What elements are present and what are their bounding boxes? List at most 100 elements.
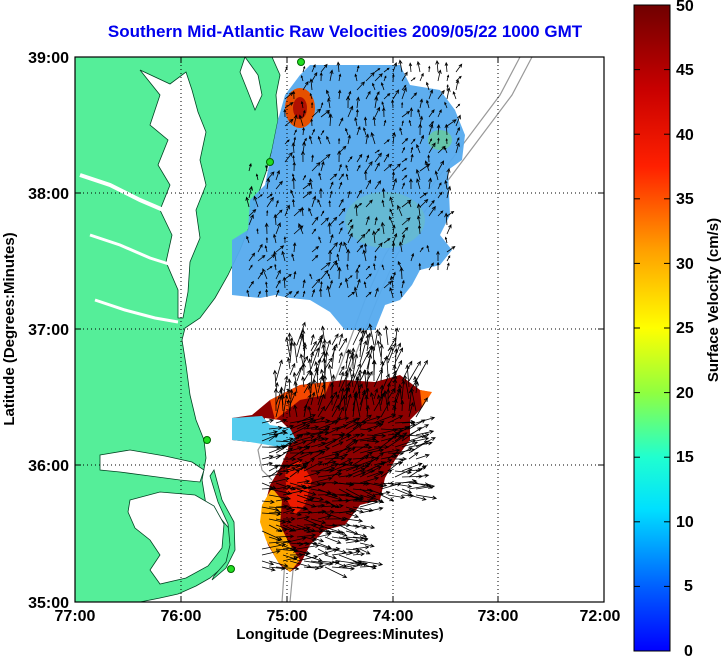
velocity-arrow xyxy=(435,59,440,73)
velocity-arrow xyxy=(371,359,377,382)
velocity-arrow xyxy=(392,163,401,172)
velocity-arrow xyxy=(365,291,372,298)
velocity-arrow xyxy=(266,196,274,208)
velocity-arrow xyxy=(408,419,426,430)
velocity-edge-west xyxy=(232,416,296,448)
velocity-arrow xyxy=(346,248,351,262)
velocity-arrow xyxy=(337,89,342,100)
velocity-arrow xyxy=(347,218,353,226)
velocity-arrow xyxy=(289,388,294,412)
velocity-arrow xyxy=(452,91,457,100)
velocity-arrow xyxy=(359,548,371,555)
velocity-arrow xyxy=(309,370,314,394)
velocity-arrow xyxy=(392,224,396,235)
velocity-arrow xyxy=(377,394,382,412)
velocity-arrow xyxy=(311,254,319,262)
velocity-arrow xyxy=(444,212,449,226)
velocity-arrow xyxy=(268,510,283,515)
velocity-arrow xyxy=(365,228,371,235)
velocity-arrow xyxy=(331,404,340,418)
velocity-arrow xyxy=(380,448,401,454)
velocity-arrow xyxy=(356,278,361,289)
velocity-arrow xyxy=(356,96,360,109)
velocity-arrow xyxy=(374,227,380,235)
velocity-arrow xyxy=(415,473,430,478)
velocity-arrow xyxy=(401,158,408,163)
velocity-arrow xyxy=(296,334,304,358)
velocity-arrow xyxy=(410,252,415,262)
velocity-arrow xyxy=(373,490,391,496)
velocity-arrow xyxy=(275,395,283,418)
velocity-arrow xyxy=(380,435,398,448)
velocity-arrow xyxy=(428,177,433,190)
velocity-arrow xyxy=(302,65,306,73)
velocity-arrow xyxy=(329,233,334,244)
velocity-arrow xyxy=(302,141,306,154)
velocity-arrow xyxy=(359,389,367,412)
velocity-arrow xyxy=(275,180,283,190)
velocity-arrow xyxy=(399,290,403,298)
velocity-arrow xyxy=(415,168,421,181)
velocity-arrow xyxy=(328,200,331,208)
velocity-arrow xyxy=(303,482,327,490)
velocity-arrow xyxy=(354,73,358,82)
velocity-arrow xyxy=(373,420,385,430)
velocity-arrow xyxy=(324,427,340,436)
velocity-arrow xyxy=(354,203,359,217)
velocity-arrow xyxy=(320,161,325,172)
y-tick-label: 36:00 xyxy=(28,458,69,475)
velocity-arrow xyxy=(365,404,370,418)
velocity-arrow xyxy=(354,393,361,418)
velocity-arrow xyxy=(381,101,385,109)
velocity-arrow xyxy=(408,494,427,501)
velocity-edge-red xyxy=(285,460,312,515)
velocity-arrow xyxy=(275,245,285,253)
velocity-arrow xyxy=(302,174,306,181)
velocity-arrow xyxy=(377,331,383,346)
velocity-arrow xyxy=(291,198,295,208)
velocity-arrow xyxy=(318,236,322,244)
map-title: Southern Mid-Atlantic Raw Velocities 200… xyxy=(107,22,583,41)
velocity-arrow xyxy=(319,187,323,199)
velocity-arrow xyxy=(401,379,406,400)
velocity-arrow xyxy=(292,161,296,172)
velocity-arrow xyxy=(345,497,360,502)
velocity-arrow xyxy=(345,422,360,430)
velocity-arrow xyxy=(311,216,319,226)
velocity-arrow xyxy=(291,253,295,262)
velocity-arrow xyxy=(437,145,446,154)
velocity-arrow xyxy=(302,279,306,289)
velocity-arrow xyxy=(356,153,363,163)
velocity-arrow xyxy=(383,237,391,244)
y-tick-label: 37:00 xyxy=(28,322,69,339)
velocity-arrow xyxy=(344,277,349,289)
velocity-arrow xyxy=(265,288,269,298)
velocity-arrow xyxy=(416,60,421,73)
velocity-arrow xyxy=(408,401,414,418)
velocity-arrow xyxy=(401,488,413,494)
velocity-arrow xyxy=(320,281,323,289)
velocity-arrow xyxy=(331,393,340,412)
velocity-arrow xyxy=(282,466,297,472)
velocity-arrow xyxy=(366,452,385,466)
velocity-arrow xyxy=(383,153,390,163)
velocity-arrow xyxy=(293,380,298,394)
velocity-arrow xyxy=(266,265,273,271)
velocity-arrow xyxy=(317,338,323,358)
velocity-arrow xyxy=(317,548,339,556)
velocity-arrow xyxy=(257,243,263,253)
velocity-arrow xyxy=(455,79,460,91)
velocity-arrow xyxy=(437,89,445,100)
velocity-arrow xyxy=(401,360,413,382)
velocity-arrow xyxy=(428,205,436,217)
velocity-arrow xyxy=(366,433,387,438)
velocity-arrow xyxy=(345,550,361,556)
velocity-arrow xyxy=(246,289,250,298)
velocity-arrow xyxy=(359,437,377,442)
velocity-arrow xyxy=(311,128,315,136)
velocity-arrow xyxy=(401,434,427,439)
velocity-arrow xyxy=(373,428,398,436)
velocity-arrow xyxy=(268,477,290,484)
velocity-arrow xyxy=(296,533,317,538)
velocity-arrow xyxy=(326,135,331,145)
